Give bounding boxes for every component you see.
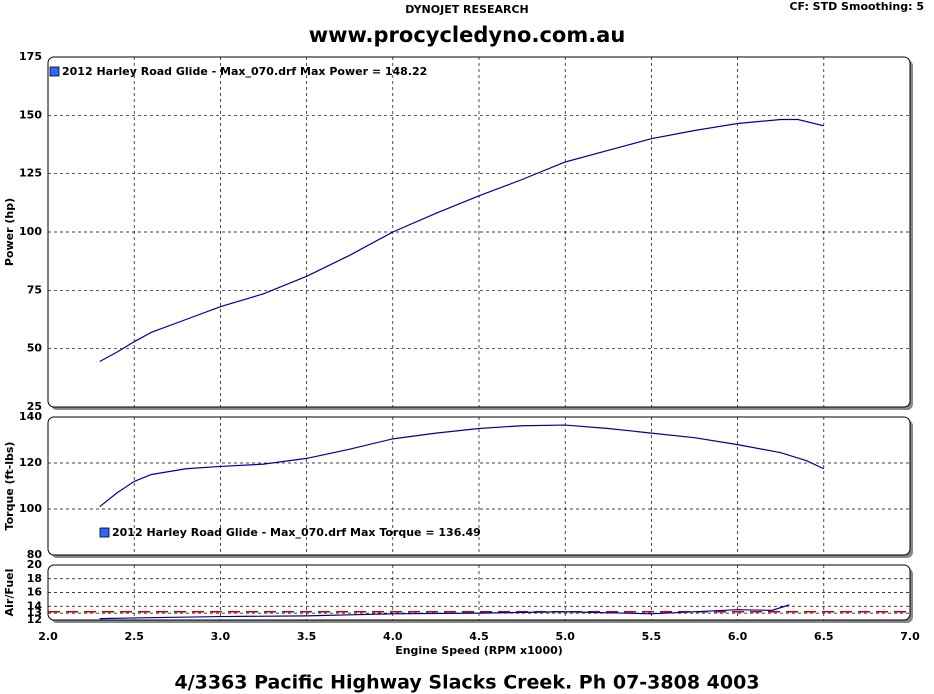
- y-tick-label: 18: [27, 572, 42, 585]
- legend-label: 2012 Harley Road Glide - Max_070.drf Max…: [62, 65, 427, 78]
- x-tick-label: 4.0: [383, 630, 403, 643]
- y-tick-label: 175: [19, 50, 42, 63]
- y-axis-label: Power (hp): [3, 198, 16, 266]
- x-tick-label: 5.5: [642, 630, 662, 643]
- x-axis-label: Engine Speed (RPM x1000): [395, 644, 563, 657]
- y-tick-label: 140: [19, 410, 42, 423]
- y-tick-label: 75: [27, 283, 42, 296]
- y-tick-label: 20: [27, 558, 43, 571]
- y-tick-label: 80: [27, 548, 43, 561]
- y-tick-label: 50: [27, 342, 43, 355]
- brand: DYNOJET RESEARCH: [405, 3, 528, 16]
- x-tick-label: 3.5: [297, 630, 317, 643]
- y-tick-label: 14: [27, 599, 43, 612]
- y-tick-label: 25: [27, 400, 42, 413]
- x-tick-label: 3.0: [211, 630, 231, 643]
- x-tick-label: 2.5: [124, 630, 144, 643]
- settings: CF: STD Smoothing: 5: [789, 0, 924, 13]
- legend-swatch: [49, 66, 60, 77]
- legend-label: 2012 Harley Road Glide - Max_070.drf Max…: [112, 526, 481, 539]
- y-tick-label: 100: [19, 225, 42, 238]
- x-tick-label: 6.0: [728, 630, 748, 643]
- data-line: [99, 424, 825, 508]
- y-tick-label: 150: [19, 108, 42, 121]
- data-line: [99, 604, 790, 620]
- x-tick-label: 5.0: [555, 630, 575, 643]
- x-tick-label: 6.5: [814, 630, 834, 643]
- x-tick-label: 4.5: [469, 630, 489, 643]
- y-tick-label: 100: [19, 502, 42, 515]
- website: www.procycledyno.com.au: [309, 23, 626, 47]
- x-tick-label: 7.0: [900, 630, 920, 643]
- y-tick-label: 12: [27, 613, 42, 626]
- y-tick-label: 16: [27, 586, 43, 599]
- legend-swatch: [99, 527, 110, 538]
- y-tick-label: 120: [19, 456, 42, 469]
- y-axis-label: Torque (ft-lbs): [3, 442, 16, 531]
- y-axis-label: Air/Fuel: [3, 569, 16, 617]
- x-tick-label: 2.0: [38, 630, 58, 643]
- y-tick-label: 13: [27, 606, 42, 619]
- footer: 4/3363 Pacific Highway Slacks Creek. Ph …: [174, 672, 759, 694]
- y-tick-label: 125: [19, 167, 42, 180]
- data-line: [99, 118, 824, 363]
